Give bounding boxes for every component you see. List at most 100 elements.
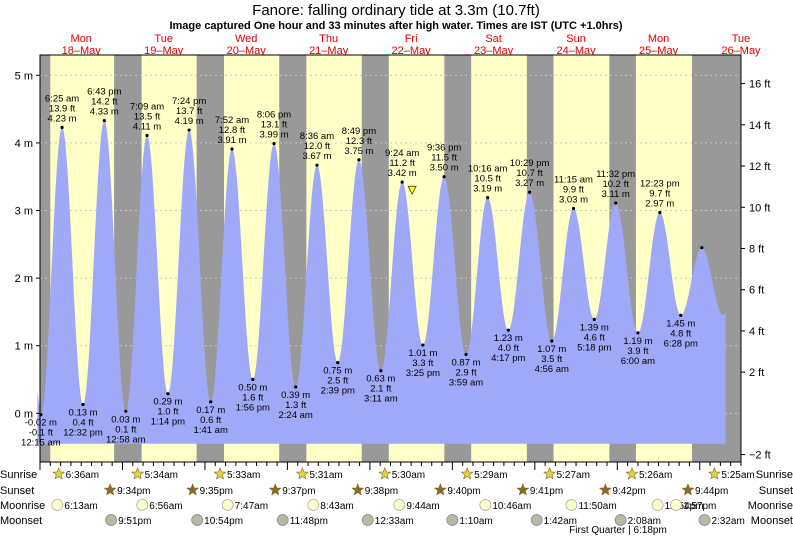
moonset-event: 1:42am [530,514,577,527]
tide-label: 4.8 ft [670,328,691,339]
tide-label: 1.07 m [537,344,566,355]
tide-label: 10.5 ft [474,174,501,185]
moonrise-event: 12:54pm [651,499,704,512]
moonrise-event: 6:13am [51,499,98,512]
tide-dot [294,385,298,389]
tide-dot [700,246,704,250]
tide-label: 7:09 am [130,101,164,112]
sunrise-time: 5:27am [557,470,590,481]
left-tick-label: 0 m [15,408,33,420]
tide-label: 10.2 ft [602,179,629,190]
chart-subtitle: Image captured One hour and 33 minutes a… [169,20,622,32]
sunrise-icon [378,467,392,480]
tide-label: 0.63 m [366,374,395,385]
tide-label: 9.9 ft [563,184,584,195]
tide-label: 0.50 m [238,383,267,394]
moonset-time: 9:51pm [118,516,151,527]
tide-label: 0.87 m [452,358,481,369]
tide-label: 8:49 pm [342,126,376,137]
tide-label: 1.6 ft [242,393,263,404]
moonset-time: 12:33am [375,516,414,527]
day-date: 23–May [474,45,514,57]
sunrise-event: 5:33am [213,467,260,481]
sunrise-event: 5:30am [378,467,425,481]
day-name: Tue [154,33,173,45]
tide-label: 12:15 am [21,438,61,449]
tide-label: 0.03 m [111,414,140,425]
tide-label: 12.3 ft [346,136,373,147]
moonrise-icon [221,499,234,511]
current-tide-marker [407,185,417,195]
sunrise-icon [213,467,227,480]
tide-label: 1.01 m [408,348,437,359]
tide-label: 3.75 m [344,146,373,157]
tide-label: 4.33 m [90,107,119,118]
moonset-event: 1:10am [446,514,493,527]
low-tide-point: 1.01 m3.3 ft3:25 pm [406,343,440,379]
tide-label: -0.02 m [25,418,57,429]
tide-label: 3:59 am [449,378,483,389]
left-tick-label: 3 m [15,205,33,217]
moon-phase-label: First Quarter | 6:18pm [569,525,667,536]
sunrise-icon [295,467,309,480]
tide-label: 13.7 ft [176,106,203,117]
tide-label: 2:39 pm [321,386,355,397]
sunset-time: 9:34pm [117,486,150,497]
moonset-time: 10:54pm [204,516,243,527]
day-name: Sun [566,33,586,45]
tide-dot [550,339,554,343]
tide-label: 3.3 ft [412,358,433,369]
right-tick-label: 12 ft [749,161,770,173]
moonset-time: 2:08am [628,516,661,527]
tide-label: 1:41 am [194,425,228,436]
sunrise-event: 5:29am [460,467,508,481]
tide-dot [102,118,106,123]
moonset-event: 2:32am [698,514,745,527]
left-tick-label: 1 m [15,341,33,353]
moonrise-icon [51,499,64,511]
axes: 0 m 1 m 2 m 3 m 4 m 5 m −2 ft 2 ft 4 ft 6 ft 8 ft 1… [15,54,771,470]
tide-dot [81,402,85,407]
day-date: 20–May [227,45,267,57]
sunrise-icon [707,467,721,480]
tide-label: 1.3 ft [285,400,306,411]
moonrise-event: 7:47am [221,499,268,512]
tide-label: 4:17 pm [491,353,525,364]
sunset-row-label-right: Sunset [759,485,793,497]
tide-label: 3.9 ft [627,346,648,357]
tide-label: 1:14 pm [151,417,185,428]
moonset-event: 9:51pm [105,514,151,527]
day-date: 22–May [392,45,432,57]
moonrise-icon [651,499,664,511]
sunset-time: 9:41pm [530,486,563,497]
moonset-time: 1:10am [459,516,492,527]
tide-label: 11:15 am [554,174,593,185]
tide-label: 13.5 ft [134,111,161,122]
moonset-time: 1:42am [544,516,577,527]
tide-label: 6:25 am [45,93,79,104]
left-tick-label: 5 m [15,70,33,82]
moonrise-time: 6:56am [149,501,182,512]
sunrise-time: 5:31am [309,470,342,481]
right-tick-label: 14 ft [749,120,770,132]
moonrise-time: 8:43am [320,501,353,512]
sunrise-time: 5:33am [227,470,260,481]
right-tick-label: 16 ft [749,79,770,91]
sunset-event: 9:42pm [598,483,646,497]
tide-label: 12.0 ft [304,141,331,152]
tide-dot [209,400,213,404]
low-tide-point: 1.23 m4.0 ft4:17 pm [491,328,526,364]
moonset-icon [276,514,289,526]
moonrise-event: 11:50am [565,499,617,512]
tide-label: 4.11 m [133,121,161,132]
tide-dot [614,201,618,205]
tide-dot [658,210,662,215]
tide-label: 1:56 pm [236,403,270,414]
tide-label: 0.4 ft [72,418,93,429]
tide-label: 8:36 am [300,131,334,142]
tide-label: -0.1 ft [29,428,54,439]
